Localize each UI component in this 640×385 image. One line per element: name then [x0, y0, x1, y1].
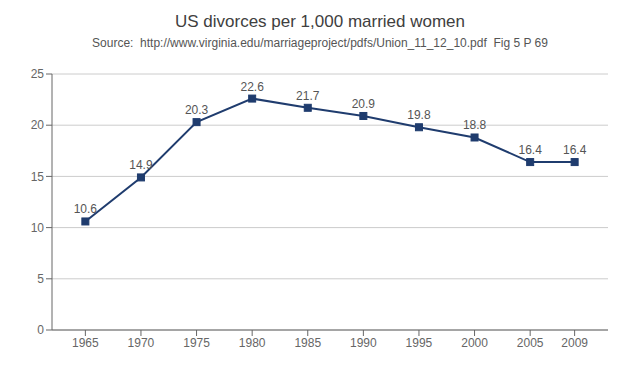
- svg-text:1980: 1980: [239, 336, 266, 350]
- svg-text:1995: 1995: [406, 336, 433, 350]
- svg-text:1965: 1965: [72, 336, 99, 350]
- svg-text:19.8: 19.8: [407, 108, 431, 122]
- html-text:Source: http://www.virginia.ed: Source: http://www.virginia.edu/marriage…: [92, 36, 548, 50]
- svg-text:1985: 1985: [294, 336, 321, 350]
- svg-text:16.4: 16.4: [518, 143, 542, 157]
- svg-text:10: 10: [31, 221, 45, 235]
- svg-text:2005: 2005: [517, 336, 544, 350]
- svg-text:1990: 1990: [350, 336, 377, 350]
- svg-text:21.7: 21.7: [296, 89, 320, 103]
- svg-text:16.4: 16.4: [563, 143, 587, 157]
- svg-text:20.3: 20.3: [185, 103, 209, 117]
- svg-text:22.6: 22.6: [240, 80, 264, 94]
- svg-text:1975: 1975: [183, 336, 210, 350]
- svg-text:20.9: 20.9: [352, 97, 376, 111]
- svg-text:10.6: 10.6: [74, 202, 98, 216]
- svg-text:5: 5: [37, 272, 44, 286]
- svg-text:14.9: 14.9: [129, 158, 153, 172]
- svg-text:15: 15: [31, 170, 45, 184]
- svg-text:25: 25: [31, 67, 45, 81]
- svg-text:18.8: 18.8: [463, 118, 487, 132]
- svg-text:0: 0: [37, 323, 44, 337]
- svg-text:1970: 1970: [128, 336, 155, 350]
- svg-text:2009: 2009: [561, 336, 588, 350]
- svg-text:20: 20: [31, 118, 45, 132]
- svg-text:2000: 2000: [461, 336, 488, 350]
- html-text:US divorces per 1,000 married: US divorces per 1,000 married women: [175, 12, 465, 31]
